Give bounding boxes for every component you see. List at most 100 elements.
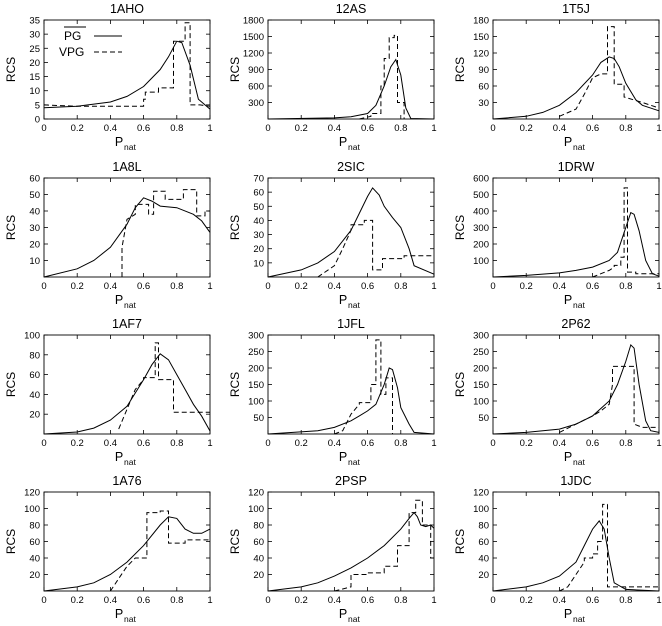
series-line-vpg xyxy=(559,365,659,433)
y-tick-label: 10 xyxy=(29,256,40,267)
y-axis-label: RCS xyxy=(228,57,242,82)
x-tick-label: 0 xyxy=(41,595,46,606)
x-axis-label: P xyxy=(115,607,123,621)
series-line-pg xyxy=(43,353,211,435)
y-tick-label: 100 xyxy=(473,504,489,515)
x-axis-label-subscript: nat xyxy=(348,300,360,310)
x-tick-label: 0 xyxy=(490,123,495,134)
y-tick-label: 300 xyxy=(473,331,489,342)
y-tick-label: 30 xyxy=(253,230,264,241)
x-tick-label: 0.4 xyxy=(104,281,117,292)
panel-title: 1AHO xyxy=(110,2,144,16)
y-tick-label: 200 xyxy=(248,364,264,375)
y-tick-label: 600 xyxy=(248,82,264,93)
x-tick-label: 0.6 xyxy=(137,123,150,134)
x-tick-label: 1 xyxy=(656,438,661,449)
x-tick-label: 1 xyxy=(431,281,436,292)
y-tick-label: 80 xyxy=(29,521,40,532)
y-axis-label: RCS xyxy=(453,215,467,240)
y-tick-label: 300 xyxy=(473,223,489,234)
x-tick-label: 0.4 xyxy=(328,123,341,134)
panel-1a8l: 1A8L 0 0.2 0.4 0.6 0.8 1 10 20 30 40 50 60 P nat RCS xyxy=(4,160,213,310)
x-tick-label: 0.8 xyxy=(394,281,407,292)
y-tick-label: 300 xyxy=(248,331,264,342)
y-tick-label: 30 xyxy=(478,98,489,109)
x-tick-label: 0.2 xyxy=(295,281,308,292)
panel-title: 1DRW xyxy=(558,160,595,174)
y-tick-label: 100 xyxy=(24,504,40,515)
x-tick-label: 0 xyxy=(490,595,495,606)
y-tick-label: 10 xyxy=(253,258,264,269)
y-axis-label: RCS xyxy=(228,215,242,240)
plot-frame xyxy=(267,19,435,120)
x-tick-label: 0.8 xyxy=(394,123,407,134)
y-tick-label: 0 xyxy=(35,115,40,126)
x-axis-label-subscript: nat xyxy=(348,457,360,467)
y-tick-label: 20 xyxy=(253,244,264,255)
y-tick-label: 25 xyxy=(29,44,40,55)
panel-title: 1AF7 xyxy=(112,317,142,331)
x-tick-label: 0.4 xyxy=(104,123,117,134)
x-tick-label: 1 xyxy=(656,123,661,134)
series-line-pg xyxy=(267,58,435,120)
x-axis-label: P xyxy=(564,450,572,464)
x-tick-label: 0.4 xyxy=(553,595,566,606)
y-tick-label: 120 xyxy=(24,488,40,499)
y-tick-label: 120 xyxy=(248,488,264,499)
y-tick-label: 50 xyxy=(253,413,264,424)
x-axis-label: P xyxy=(339,293,347,307)
x-tick-label: 0 xyxy=(41,438,46,449)
x-tick-label: 1 xyxy=(431,438,436,449)
plot-frame xyxy=(492,19,660,120)
y-tick-label: 90 xyxy=(478,65,489,76)
y-tick-label: 60 xyxy=(478,537,489,548)
x-tick-label: 1 xyxy=(207,281,212,292)
series-line-pg xyxy=(267,367,435,435)
x-tick-label: 0.6 xyxy=(137,281,150,292)
y-tick-label: 40 xyxy=(253,554,264,565)
plot-frame xyxy=(43,19,211,120)
x-tick-label: 0.6 xyxy=(137,595,150,606)
x-tick-label: 0.2 xyxy=(71,438,84,449)
y-tick-label: 80 xyxy=(29,350,40,361)
legend: PG VPG xyxy=(59,26,122,59)
series-line-vpg xyxy=(121,189,210,277)
y-tick-label: 10 xyxy=(29,86,40,97)
x-tick-label: 0.2 xyxy=(71,123,84,134)
x-tick-label: 0.8 xyxy=(170,123,183,134)
plot-frame xyxy=(267,334,435,435)
x-tick-label: 0 xyxy=(490,438,495,449)
panel-title: 1A76 xyxy=(112,474,141,488)
x-tick-label: 0.8 xyxy=(619,281,632,292)
y-tick-label: 5 xyxy=(35,100,40,111)
y-tick-label: 20 xyxy=(29,410,40,421)
panel-title: 2P62 xyxy=(561,317,590,331)
x-tick-label: 0.4 xyxy=(553,281,566,292)
y-tick-label: 50 xyxy=(478,413,489,424)
y-tick-label: 20 xyxy=(478,570,489,581)
y-tick-label: 60 xyxy=(29,537,40,548)
y-tick-label: 150 xyxy=(473,380,489,391)
panel-title: 1A8L xyxy=(112,160,141,174)
x-tick-label: 0 xyxy=(41,123,46,134)
plot-frame xyxy=(267,177,435,278)
x-tick-label: 0.6 xyxy=(137,438,150,449)
y-tick-label: 60 xyxy=(478,82,489,93)
series-line-pg xyxy=(492,520,660,592)
x-tick-label: 0.6 xyxy=(361,123,374,134)
panel-1t5j: 1T5J 0 0.2 0.4 0.6 0.8 1 30 60 90 120 150 180 P nat RCS xyxy=(453,2,662,152)
legend-label-pg: PG xyxy=(64,29,81,43)
y-tick-label: 50 xyxy=(253,202,264,213)
plot-frame xyxy=(43,177,211,278)
y-tick-label: 1800 xyxy=(243,16,264,27)
series-line-vpg xyxy=(559,503,659,592)
x-axis-label: P xyxy=(564,135,572,149)
x-tick-label: 1 xyxy=(656,595,661,606)
panel-1af7: 1AF7 0 0.2 0.4 0.6 0.8 1 20 40 60 80 100 P nat RCS xyxy=(4,317,213,467)
x-tick-label: 0.8 xyxy=(170,438,183,449)
series-line-vpg xyxy=(334,499,434,592)
x-tick-label: 1 xyxy=(207,123,212,134)
